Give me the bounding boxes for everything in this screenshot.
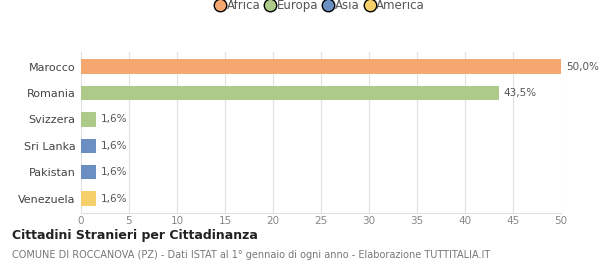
Bar <box>81 139 97 153</box>
Text: 1,6%: 1,6% <box>101 194 128 204</box>
Bar <box>81 59 561 74</box>
Bar <box>81 165 97 179</box>
Bar <box>81 86 499 100</box>
Bar <box>81 112 97 127</box>
Text: Cittadini Stranieri per Cittadinanza: Cittadini Stranieri per Cittadinanza <box>12 229 258 242</box>
Text: COMUNE DI ROCCANOVA (PZ) - Dati ISTAT al 1° gennaio di ogni anno - Elaborazione : COMUNE DI ROCCANOVA (PZ) - Dati ISTAT al… <box>12 250 490 259</box>
Text: 43,5%: 43,5% <box>503 88 536 98</box>
Legend: Africa, Europa, Asia, America: Africa, Europa, Asia, America <box>215 0 427 14</box>
Text: 50,0%: 50,0% <box>566 62 599 72</box>
Text: 1,6%: 1,6% <box>101 141 128 151</box>
Text: 1,6%: 1,6% <box>101 167 128 177</box>
Text: 1,6%: 1,6% <box>101 114 128 124</box>
Bar <box>81 191 97 206</box>
